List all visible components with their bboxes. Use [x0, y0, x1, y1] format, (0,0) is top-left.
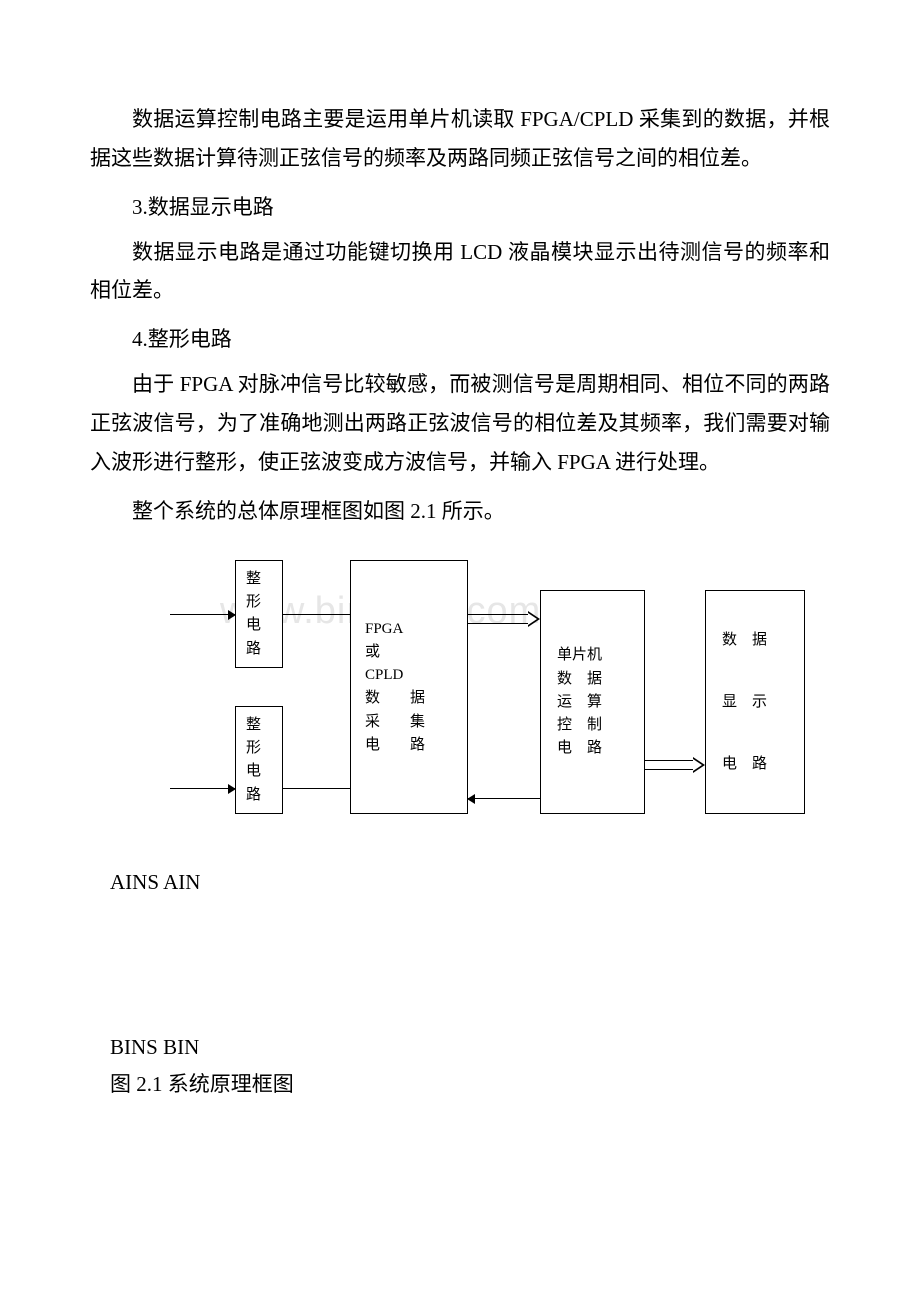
- box-fpga-l4: 数 据: [365, 687, 453, 710]
- box-mcu-l3: 运 算: [557, 691, 628, 714]
- box-display: 数 据 显 示 电 路: [705, 590, 805, 814]
- box-fpga-l2: 或: [365, 641, 453, 664]
- box-shaping-bot-l4: 路: [246, 784, 261, 807]
- paragraph-display: 数据显示电路是通过功能键切换用 LCD 液晶模块显示出待测信号的频率和相位差。: [90, 233, 830, 311]
- box-disp-l3: 电 路: [722, 753, 788, 776]
- label-bins: BINS BIN: [110, 1035, 830, 1060]
- box-fpga-l3: CPLD: [365, 664, 453, 687]
- arrow-in-bot: [170, 788, 235, 789]
- heading-3: 3.数据显示电路: [90, 188, 830, 227]
- heading-4: 4.整形电路: [90, 320, 830, 359]
- box-disp-l2: 显 示: [722, 691, 788, 714]
- box-mcu-l1: 单片机: [557, 644, 628, 667]
- box-shaping-top-l1: 整: [246, 568, 261, 591]
- box-shaping-top: 整 形 电 路: [235, 560, 283, 668]
- line-shape-bot-to-fpga: [283, 788, 350, 789]
- box-shaping-top-l2: 形: [246, 591, 261, 614]
- box-fpga-l6: 电 路: [365, 734, 453, 757]
- box-shaping-bot: 整 形 电 路: [235, 706, 283, 814]
- paragraph-data-calc: 数据运算控制电路主要是运用单片机读取 FPGA/CPLD 采集到的数据，并根据这…: [90, 100, 830, 178]
- box-shaping-top-l3: 电: [246, 614, 261, 637]
- vertical-spacer: [90, 895, 830, 1015]
- line-shape-top-to-fpga: [283, 614, 350, 615]
- box-mcu-l2: 数 据: [557, 668, 628, 691]
- box-disp-l1: 数 据: [722, 629, 788, 652]
- box-fpga-l5: 采 集: [365, 711, 453, 734]
- box-mcu: 单片机 数 据 运 算 控 制 电 路: [540, 590, 645, 814]
- arrow-in-top: [170, 614, 235, 615]
- box-shaping-bot-l1: 整: [246, 714, 261, 737]
- block-diagram: www.bingdoc.com 整 形 电 路 整 形 电 路 FPGA 或 C…: [170, 560, 810, 850]
- arrow-mcu-to-disp: [645, 760, 705, 770]
- box-shaping-bot-l2: 形: [246, 737, 261, 760]
- box-shaping-bot-l3: 电: [246, 760, 261, 783]
- arrow-fpga-to-mcu: [468, 614, 540, 624]
- box-mcu-l4: 控 制: [557, 714, 628, 737]
- box-shaping-top-l4: 路: [246, 638, 261, 661]
- box-mcu-l5: 电 路: [557, 737, 628, 760]
- label-ains: AINS AIN: [110, 870, 830, 895]
- paragraph-fig-ref: 整个系统的总体原理框图如图 2.1 所示。: [90, 492, 830, 531]
- box-fpga-l1: FPGA: [365, 618, 453, 641]
- arrow-mcu-to-fpga: [468, 798, 540, 799]
- box-fpga: FPGA 或 CPLD 数 据 采 集 电 路: [350, 560, 468, 814]
- paragraph-shaping: 由于 FPGA 对脉冲信号比较敏感，而被测信号是周期相同、相位不同的两路正弦波信…: [90, 365, 830, 482]
- figure-caption: 图 2.1 系统原理框图: [110, 1068, 830, 1098]
